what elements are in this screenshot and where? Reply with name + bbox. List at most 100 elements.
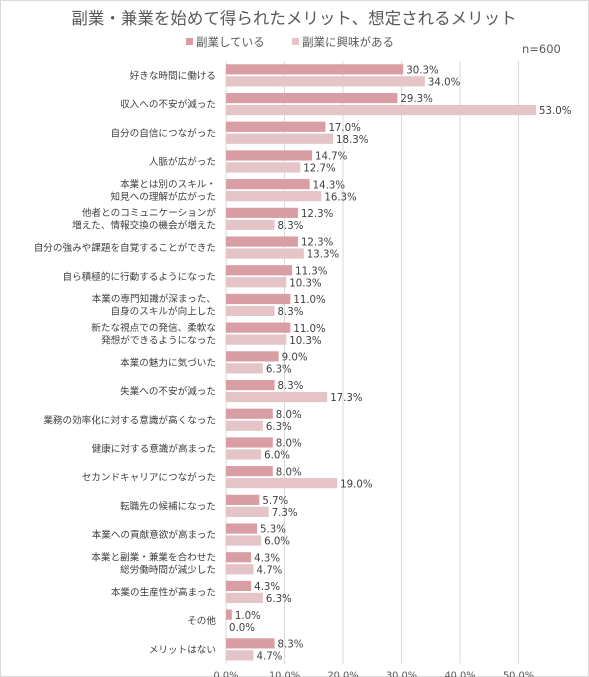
value-label-0: 8.0% <box>276 410 302 421</box>
bar-1 <box>226 277 287 288</box>
bar-0 <box>226 523 258 534</box>
category-label: 本業と副業・兼業を合わせた総労働時間が減少した <box>91 552 216 577</box>
bar-0 <box>226 64 404 75</box>
bar-0 <box>226 580 252 592</box>
bar-0 <box>226 408 273 419</box>
x-axis-ticks: 0.0% 10.0% 20.0% 30.0% 40.0% 50.0% <box>214 671 535 677</box>
value-label-1: 17.3% <box>330 393 363 404</box>
value-label-1: 16.3% <box>324 192 357 203</box>
bar-0 <box>226 638 275 649</box>
value-label-1: 6.3% <box>266 364 292 375</box>
x-tick-label: 50.0% <box>503 671 534 677</box>
bar-1 <box>226 506 269 517</box>
value-label-1: 4.7% <box>256 651 282 662</box>
bar-1 <box>226 219 275 230</box>
bar-1 <box>226 334 287 345</box>
value-label-0: 4.3% <box>254 553 280 564</box>
category-label: その他 <box>187 615 216 627</box>
category-label: 失業への不安が減った <box>120 386 216 398</box>
value-label-1: 0.0% <box>229 623 255 634</box>
value-label-0: 12.3% <box>301 238 334 249</box>
x-tick-label: 20.0% <box>327 671 358 677</box>
legend-label-1: 副業に興味がある <box>302 35 394 49</box>
bar-0 <box>226 150 312 161</box>
value-label-1: 18.3% <box>336 135 369 146</box>
bar-0 <box>226 265 293 276</box>
sample-size-note: n=600 <box>522 42 561 56</box>
bar-1 <box>226 478 338 489</box>
bar-1 <box>226 104 537 116</box>
value-label-0: 8.3% <box>278 639 304 650</box>
value-label-1: 7.3% <box>272 508 298 519</box>
value-label-1: 6.0% <box>264 451 290 462</box>
value-label-0: 8.0% <box>276 439 302 450</box>
value-label-0: 5.3% <box>260 525 286 536</box>
bar-0 <box>226 494 260 505</box>
value-label-0: 17.0% <box>328 123 361 134</box>
value-label-0: 1.0% <box>235 611 261 622</box>
bar-1 <box>226 535 262 546</box>
value-label-0: 4.3% <box>254 582 280 593</box>
gridlines <box>225 61 519 664</box>
bar-1 <box>226 248 304 259</box>
bar-0 <box>226 609 232 620</box>
value-label-1: 8.3% <box>278 307 304 318</box>
category-label: 人脈が広がった <box>149 156 216 168</box>
value-label-0: 5.7% <box>262 496 288 507</box>
x-tick-label: 40.0% <box>444 671 475 677</box>
bar-0 <box>226 437 273 448</box>
bar-1 <box>226 592 263 604</box>
category-label: 自ら積極的に行動するようになった <box>63 271 217 283</box>
category-label: 本業への貢献意欲が高まった <box>92 529 216 541</box>
category-label: 自分の自信につながった <box>110 127 216 139</box>
category-label: メリットはない <box>149 645 216 656</box>
legend-swatch-0 <box>186 38 193 45</box>
value-label-1: 19.0% <box>340 479 373 490</box>
value-label-1: 6.3% <box>266 422 292 433</box>
category-label: 好きな時間に働ける <box>130 70 216 82</box>
bar-1 <box>226 564 254 575</box>
chart-title: 副業・兼業を始めて得られたメリット、想定されるメリット <box>71 9 516 28</box>
bar-0 <box>226 466 273 477</box>
value-label-0: 8.0% <box>276 467 302 478</box>
bar-0 <box>226 552 252 563</box>
value-label-0: 29.3% <box>400 94 433 105</box>
category-label: 健康に対する意識が高まった <box>92 443 216 455</box>
legend: 副業している 副業に興味がある <box>186 35 394 49</box>
category-label: セカンドキャリアにつながった <box>82 472 216 484</box>
category-label: 本業の魅力に気づいた <box>120 357 216 369</box>
bar-0 <box>226 207 298 218</box>
category-label: 他者とのコミュニケーションが増えた、情報交換の機会が増えた <box>72 207 216 232</box>
value-label-0: 8.3% <box>278 381 304 392</box>
value-labels: 30.3%34.0% 29.3% 53.0% 17.0%18.3% 14.7%12.7%… <box>229 65 572 662</box>
x-tick-label: 0.0% <box>214 671 239 677</box>
bar-0 <box>226 322 291 333</box>
value-label-0: 11.0% <box>293 324 326 335</box>
legend-swatch-1 <box>292 38 299 45</box>
value-label-0: 9.0% <box>282 352 308 363</box>
bar-0 <box>226 351 279 362</box>
value-label-1: 10.3% <box>289 278 322 289</box>
category-label: 業務の効率化に対する意識が高くなった <box>43 414 216 426</box>
bar-1 <box>226 191 322 202</box>
value-label-1: 10.3% <box>289 336 322 347</box>
category-label: 転職先の候補になった <box>120 500 216 512</box>
bar-1 <box>226 76 425 87</box>
bar-1 <box>226 162 301 173</box>
value-label-0: 14.3% <box>313 180 346 191</box>
bar-1 <box>226 133 334 144</box>
bar-0 <box>226 92 398 104</box>
bar-1 <box>226 363 263 374</box>
bar-0 <box>226 293 291 305</box>
bar-1 <box>226 650 254 661</box>
value-label-0: 14.7% <box>315 152 348 163</box>
value-label-0: 11.0% <box>293 295 326 306</box>
x-tick-label: 10.0% <box>269 671 300 677</box>
value-label-1: 53.0% <box>539 106 572 117</box>
category-label: 収入への不安が減った <box>120 99 216 111</box>
bar-0 <box>226 179 310 190</box>
value-label-1: 8.3% <box>278 221 304 232</box>
category-label: 自分の強みや課題を自覚することができた <box>34 242 216 254</box>
value-label-0: 11.3% <box>295 266 328 277</box>
